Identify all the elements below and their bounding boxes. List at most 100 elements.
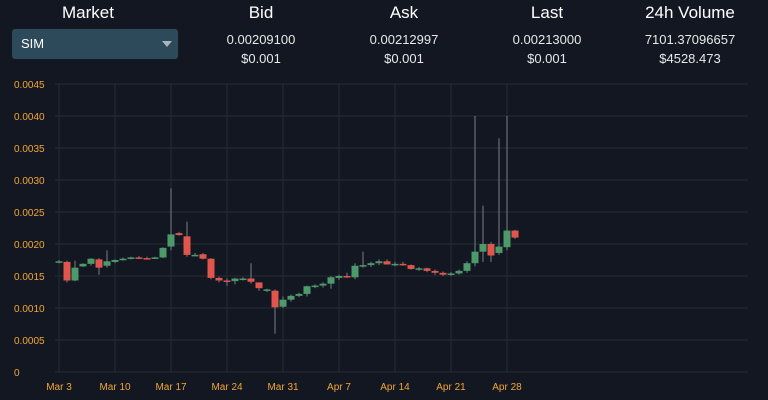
- candle-body: [239, 278, 247, 281]
- candle-body: [503, 230, 511, 248]
- candle-body: [271, 290, 279, 308]
- candle-body: [79, 263, 87, 267]
- candle-body: [191, 254, 199, 257]
- candle-body: [255, 282, 263, 289]
- bid-price: 0.00209100: [226, 32, 296, 47]
- candle-body: [71, 267, 79, 281]
- last-column: Last 0.00213000 $0.001: [467, 0, 627, 67]
- candle-body: [383, 261, 391, 265]
- y-tick-label: 0.0040: [14, 112, 45, 123]
- ask-title: Ask: [389, 3, 419, 22]
- candle-body: [295, 293, 303, 296]
- candle-body: [359, 265, 367, 267]
- y-tick-label: 0.0005: [14, 336, 45, 347]
- y-tick-label: 0.0020: [14, 240, 45, 251]
- candle-body: [463, 263, 471, 271]
- x-tick-label: Mar 17: [155, 382, 187, 393]
- candle-body: [199, 254, 207, 259]
- candle-body: [279, 299, 287, 307]
- candle-body: [455, 270, 463, 274]
- market-header: Market SIM Bid 0.00209100 $0.001 Ask 0.0…: [0, 0, 768, 72]
- candle-body: [351, 265, 359, 278]
- candle-body: [311, 285, 319, 288]
- candle-body: [87, 258, 95, 264]
- candle-body: [487, 244, 495, 256]
- candle-body: [367, 263, 375, 266]
- candle-body: [231, 278, 239, 282]
- ask-price: 0.00212997: [369, 32, 439, 47]
- ask-usd: $0.001: [384, 51, 424, 66]
- market-column: Market: [8, 0, 168, 23]
- candle-body: [415, 268, 423, 270]
- candle-body: [375, 261, 383, 264]
- candle-body: [143, 258, 151, 260]
- candle-body: [215, 277, 223, 281]
- candle-body: [423, 268, 431, 271]
- candle-body: [103, 261, 111, 266]
- candle-body: [511, 230, 519, 238]
- candle-body: [495, 246, 503, 253]
- candle-body: [127, 257, 135, 259]
- candle-body: [263, 289, 271, 291]
- candle-body: [431, 270, 439, 273]
- last-usd: $0.001: [527, 51, 567, 66]
- candle-body: [399, 263, 407, 266]
- x-tick-label: Apr 28: [492, 382, 522, 393]
- x-tick-label: Apr 14: [380, 382, 410, 393]
- volume-amount: 7101.37096657: [644, 32, 736, 47]
- volume-title: 24h Volume: [645, 3, 735, 22]
- candle-body: [95, 259, 103, 268]
- candle-body: [55, 261, 63, 263]
- candle-body: [407, 265, 415, 269]
- candle-body: [63, 261, 71, 281]
- y-tick-label: 0.0045: [14, 80, 45, 91]
- x-tick-label: Mar 24: [211, 382, 243, 393]
- ask-column: Ask 0.00212997 $0.001: [324, 0, 484, 67]
- market-title: Market: [62, 3, 114, 22]
- candle-body: [167, 234, 175, 247]
- candle-body: [343, 276, 351, 278]
- volume-usd: $4528.473: [659, 51, 721, 66]
- candle-body: [151, 257, 159, 259]
- x-tick-label: Mar 31: [267, 382, 299, 393]
- x-tick-label: Mar 3: [46, 382, 72, 393]
- y-tick-label: 0.0010: [14, 304, 45, 315]
- candle-body: [175, 233, 183, 236]
- candle-body: [335, 276, 343, 278]
- market-select-value: SIM: [21, 36, 45, 51]
- candle-body: [119, 258, 127, 261]
- candle-body: [303, 286, 311, 294]
- bid-usd: $0.001: [241, 51, 281, 66]
- candle-body: [471, 251, 479, 264]
- candle-body: [439, 272, 447, 275]
- candle-body: [159, 247, 167, 258]
- candle-body: [479, 244, 487, 252]
- volume-column: 24h Volume 7101.37096657 $4528.473: [610, 0, 768, 67]
- candle-body: [327, 277, 335, 284]
- last-title: Last: [530, 3, 564, 22]
- candle-body: [391, 263, 399, 266]
- candle-body: [111, 260, 119, 262]
- y-tick-label: 0.0030: [14, 176, 45, 187]
- candle-body: [247, 278, 255, 282]
- candle-body: [287, 295, 295, 300]
- x-tick-label: Apr 7: [327, 382, 351, 393]
- market-select[interactable]: SIM: [12, 29, 178, 59]
- y-tick-label: 0.0015: [14, 272, 45, 283]
- last-price: 0.00213000: [512, 32, 582, 47]
- candle-body: [207, 258, 215, 278]
- x-tick-label: Apr 21: [436, 382, 466, 393]
- y-tick-label: 0: [14, 368, 20, 379]
- x-tick-label: Mar 10: [99, 382, 131, 393]
- candle-body: [319, 283, 327, 286]
- y-tick-label: 0.0035: [14, 144, 45, 155]
- bid-column: Bid 0.00209100 $0.001: [181, 0, 341, 67]
- chevron-down-icon: [162, 41, 172, 47]
- bid-title: Bid: [248, 3, 274, 22]
- candle-body: [447, 273, 455, 275]
- candle-body: [135, 257, 143, 259]
- y-tick-label: 0.0025: [14, 208, 45, 219]
- candle-body: [183, 236, 191, 255]
- candle-body: [223, 280, 231, 282]
